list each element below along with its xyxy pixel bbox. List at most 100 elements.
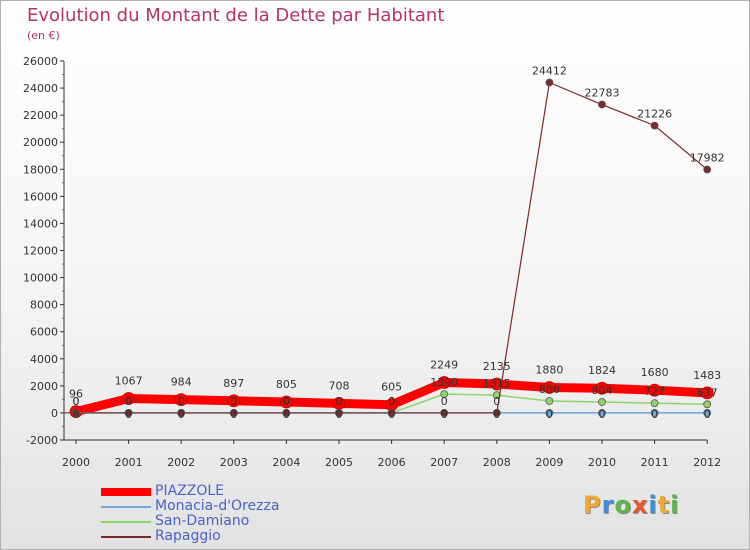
- data-label: 0: [388, 395, 395, 408]
- data-point: [703, 409, 712, 417]
- data-point: [440, 409, 449, 417]
- x-tick-label: 2004: [272, 456, 300, 469]
- data-point: [545, 409, 554, 417]
- data-label: 1067: [115, 374, 143, 387]
- data-point: [387, 409, 396, 417]
- data-point: [174, 393, 188, 407]
- data-label: 0: [441, 395, 448, 408]
- x-tick-label: 2010: [588, 456, 616, 469]
- logo-letter: x: [631, 491, 649, 519]
- legend-swatch: [101, 488, 151, 496]
- data-point: [543, 381, 556, 394]
- data-label: 897: [223, 377, 244, 390]
- data-point: [703, 400, 712, 409]
- data-point: [229, 409, 238, 417]
- data-label: 2135: [483, 360, 511, 373]
- logo-letter: t: [657, 491, 671, 519]
- data-point: [595, 381, 609, 395]
- y-tick-label: 26000: [23, 55, 58, 68]
- legend-swatch: [101, 506, 151, 508]
- legend-item: San-Damiano: [101, 513, 361, 530]
- y-tick-label: 4000: [30, 353, 58, 366]
- data-label: 0: [546, 408, 553, 421]
- data-label: 0: [73, 395, 80, 408]
- data-label: 17982: [690, 152, 725, 165]
- data-label: 96: [69, 388, 83, 401]
- data-point: [648, 383, 661, 397]
- data-label: 0: [178, 408, 185, 421]
- data-label: 804: [592, 384, 613, 397]
- data-label: 0: [125, 395, 132, 408]
- data-point: [490, 377, 504, 391]
- data-label: 727: [644, 385, 665, 398]
- y-tick-label: 20000: [23, 136, 58, 149]
- x-tick-label: 2011: [641, 456, 669, 469]
- y-tick-label: 10000: [23, 272, 58, 285]
- x-tick-label: 2005: [325, 456, 353, 469]
- x-tick-label: 2003: [220, 456, 248, 469]
- data-label: 0: [599, 408, 606, 421]
- data-label: 21226: [637, 108, 672, 121]
- data-point: [492, 391, 501, 400]
- data-label: 0: [388, 408, 395, 421]
- y-tick-label: 24000: [23, 82, 58, 95]
- legend-label: PIAZZOLE: [155, 483, 224, 499]
- y-tick-label: 2000: [30, 380, 58, 393]
- logo-letter: i: [648, 491, 658, 519]
- data-label: 0: [283, 395, 290, 408]
- data-label: 0: [178, 395, 185, 408]
- y-tick-label: 6000: [30, 326, 58, 339]
- data-label: 0: [336, 395, 343, 408]
- data-label: 2249: [430, 358, 458, 371]
- data-point: [703, 165, 712, 174]
- x-tick-label: 2007: [430, 456, 458, 469]
- data-label: 0: [283, 395, 290, 408]
- data-point: [437, 376, 451, 389]
- legend-swatch: [101, 521, 151, 523]
- data-label: 1483: [693, 369, 721, 382]
- data-label: 0: [388, 395, 395, 408]
- data-label: 0: [125, 408, 132, 421]
- x-tick-label: 2009: [535, 456, 563, 469]
- y-tick-label: -2000: [26, 434, 58, 447]
- data-point: [335, 409, 343, 417]
- proxiti-logo: Proxiti: [583, 491, 679, 519]
- data-point: [227, 394, 241, 408]
- data-label: 1680: [641, 366, 669, 379]
- data-label: 0: [493, 408, 500, 421]
- data-point: [122, 392, 135, 405]
- data-label: 0: [230, 408, 237, 421]
- data-point: [650, 399, 659, 407]
- data-label: 637: [697, 386, 718, 399]
- data-label: 0: [704, 408, 711, 421]
- data-label: 0: [651, 408, 658, 421]
- y-tick-label: 0: [51, 407, 58, 420]
- y-tick-label: 14000: [23, 217, 58, 230]
- data-label: 1315: [483, 377, 511, 390]
- data-label: 805: [276, 378, 297, 391]
- data-point: [598, 409, 606, 417]
- y-tick-label: 12000: [23, 245, 58, 258]
- data-label: 0: [73, 408, 80, 421]
- logo-letter: o: [614, 491, 632, 519]
- data-label: 605: [381, 381, 402, 394]
- legend-label: San-Damiano: [155, 513, 250, 529]
- y-tick-label: 16000: [23, 190, 58, 203]
- data-point: [282, 409, 291, 417]
- data-point: [72, 409, 80, 417]
- legend-label: Monacia-d'Orezza: [155, 498, 280, 514]
- data-point: [177, 409, 186, 417]
- legend-item: PIAZZOLE: [101, 483, 361, 500]
- y-tick-label: 8000: [30, 299, 58, 312]
- data-point: [650, 121, 659, 130]
- x-tick-label: 2002: [167, 456, 195, 469]
- data-label: 1824: [588, 364, 616, 377]
- legend-item: Monacia-d'Orezza: [101, 498, 361, 515]
- data-point: [598, 100, 606, 109]
- data-point: [545, 397, 554, 405]
- data-point: [279, 395, 293, 409]
- data-label: 1390: [430, 376, 458, 389]
- data-label: 984: [171, 376, 192, 389]
